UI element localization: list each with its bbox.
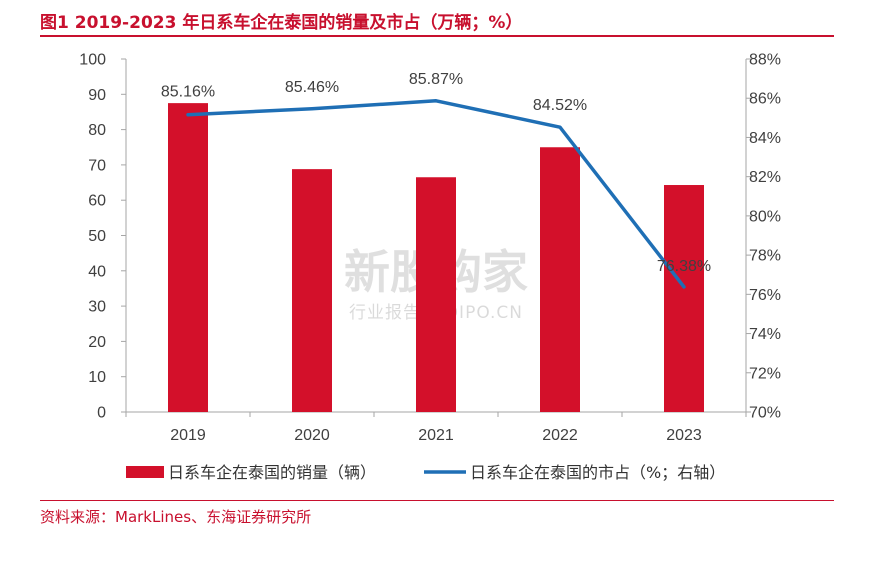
x-tick-label: 2022 [542, 427, 578, 444]
y-left-tick-label: 10 [88, 369, 106, 386]
x-tick-label: 2021 [418, 427, 454, 444]
bar [540, 147, 580, 412]
legend-swatch-bar [126, 466, 164, 478]
y-right-tick-label: 78% [749, 248, 781, 265]
y-left-tick-label: 80 [88, 122, 106, 139]
y-right-tick-label: 74% [749, 326, 781, 343]
bar [292, 169, 332, 412]
y-left-tick-label: 0 [97, 405, 106, 422]
y-right-tick-label: 84% [749, 130, 781, 147]
line-point [186, 113, 190, 117]
y-left-tick-label: 70 [88, 157, 106, 174]
y-left-tick-label: 50 [88, 228, 106, 245]
y-right-tick-label: 80% [749, 208, 781, 225]
data-labels: 85.16% 85.46% 85.87% 84.52% 76.38% [161, 71, 711, 275]
bar [416, 177, 456, 412]
y-left-tick-label: 90 [88, 87, 106, 104]
line-point [310, 107, 314, 111]
bar [168, 103, 208, 412]
source-rule [40, 500, 834, 501]
line-series [186, 99, 686, 289]
figure-title: 图1 2019-2023 年日系车企在泰国的销量及市占（万辆；%） [40, 13, 523, 33]
y-left-tick-label: 40 [88, 263, 106, 280]
line-point [558, 125, 562, 129]
y-right-tick-label: 72% [749, 365, 781, 382]
line-data-label: 84.52% [533, 97, 587, 114]
line-data-label: 85.16% [161, 84, 215, 101]
y-left-tick-label: 30 [88, 299, 106, 316]
x-tick-label: 2020 [294, 427, 330, 444]
x-tick-label: 2023 [666, 427, 702, 444]
y-right-tick-label: 88% [749, 52, 781, 69]
bar-series [168, 103, 704, 412]
legend-label-bar: 日系车企在泰国的销量（辆） [168, 463, 376, 482]
x-tick-label: 2019 [170, 427, 206, 444]
y-left-tick-label: 60 [88, 193, 106, 210]
line-data-label: 85.87% [409, 71, 463, 88]
axes: 0 10 20 30 40 50 60 70 80 90 100 70% 72% 74% 76% 78% 80%… [79, 52, 781, 445]
line-point [682, 285, 686, 289]
title-rule [40, 35, 834, 37]
y-left-tick-label: 20 [88, 334, 106, 351]
line-data-label: 85.46% [285, 79, 339, 96]
y-right-tick-label: 82% [749, 169, 781, 186]
bar [664, 185, 704, 412]
legend: 日系车企在泰国的销量（辆） 日系车企在泰国的市占（%；右轴） [126, 463, 725, 482]
y-right-tick-label: 86% [749, 91, 781, 108]
legend-label-line: 日系车企在泰国的市占（%；右轴） [470, 463, 725, 482]
line-point [434, 99, 438, 103]
line-data-label: 76.38% [657, 258, 711, 275]
y-left-tick-label: 100 [79, 52, 106, 69]
y-right-tick-label: 70% [749, 405, 781, 422]
source-note: 资料来源：MarkLines、东海证券研究所 [40, 508, 312, 526]
y-right-tick-label: 76% [749, 287, 781, 304]
